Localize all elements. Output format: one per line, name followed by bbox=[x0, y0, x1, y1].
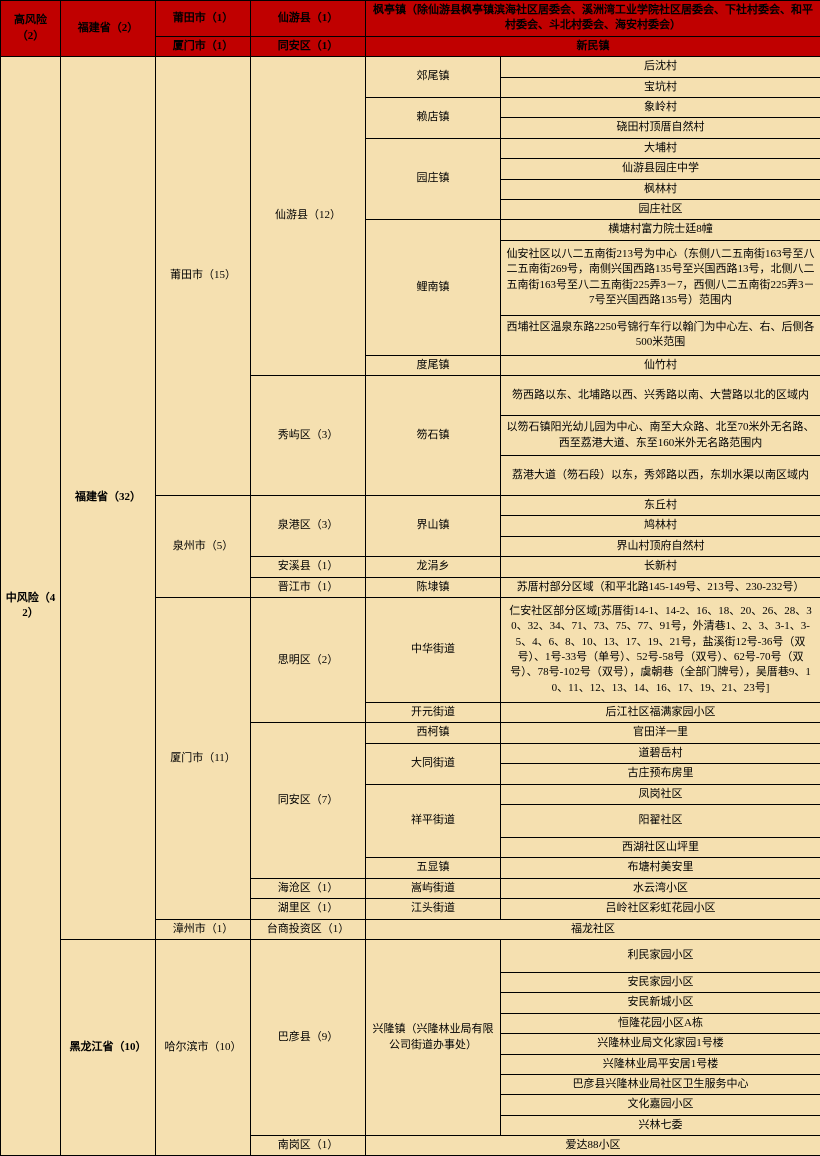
cell: 爱达88小区 bbox=[366, 1136, 820, 1156]
cell: 大埔村 bbox=[501, 138, 820, 158]
cell: 中华街道 bbox=[366, 598, 501, 703]
cell: 嵩屿街道 bbox=[366, 878, 501, 898]
fujian-label: 福建省（32） bbox=[61, 57, 156, 940]
cell: 恒隆花园小区A栋 bbox=[501, 1013, 820, 1033]
cell: 安民家园小区 bbox=[501, 972, 820, 992]
high-risk-label: 高风险（2） bbox=[1, 1, 61, 57]
cell: 官田洋一里 bbox=[501, 723, 820, 743]
cell: 湖里区（1） bbox=[251, 899, 366, 919]
heilongjiang-label: 黑龙江省（10） bbox=[61, 939, 156, 1156]
cell: 海沧区（1） bbox=[251, 878, 366, 898]
cell: 度尾镇 bbox=[366, 355, 501, 375]
cell: 仙安社区以八二五南街213号为中心（东侧八二五南街163号至八二五南街269号，… bbox=[501, 240, 820, 315]
cell: 仙游县（12） bbox=[251, 57, 366, 376]
cell: 新民镇 bbox=[366, 36, 820, 56]
cell: 厦门市（1） bbox=[156, 36, 251, 56]
cell: 仁安社区部分区域[苏厝街14-1、14-2、16、18、20、26、28、30、… bbox=[501, 598, 820, 703]
high-risk-province: 福建省（2） bbox=[61, 1, 156, 57]
cell: 布塘村美安里 bbox=[501, 858, 820, 878]
cell: 后江社区福满家园小区 bbox=[501, 703, 820, 723]
cell: 硗田村顶厝自然村 bbox=[501, 118, 820, 138]
cell: 长新村 bbox=[501, 557, 820, 577]
cell: 莆田市（15） bbox=[156, 57, 251, 496]
mid-risk-label: 中风险（42） bbox=[1, 57, 61, 1156]
cell: 西埔社区温泉东路2250号锦行车行以翰门为中心左、右、后侧各500米范围 bbox=[501, 315, 820, 355]
cell: 陈埭镇 bbox=[366, 577, 501, 597]
cell: 哈尔滨市（10） bbox=[156, 939, 251, 1156]
cell: 漳州市（1） bbox=[156, 919, 251, 939]
cell: 思明区（2） bbox=[251, 598, 366, 723]
cell: 阳翟社区 bbox=[501, 804, 820, 837]
cell: 枫亭镇（除仙游县枫亭镇滨海社区居委会、溪洲湾工业学院社区居委会、下社村委会、和平… bbox=[366, 1, 820, 37]
cell: 兴林七委 bbox=[501, 1115, 820, 1135]
cell: 枫林村 bbox=[501, 179, 820, 199]
cell: 后沈村 bbox=[501, 57, 820, 77]
cell: 郊尾镇 bbox=[366, 57, 501, 98]
cell: 古庄预布房里 bbox=[501, 764, 820, 784]
cell: 开元街道 bbox=[366, 703, 501, 723]
cell: 安民新城小区 bbox=[501, 993, 820, 1013]
cell: 园庄社区 bbox=[501, 199, 820, 219]
cell: 泉港区（3） bbox=[251, 496, 366, 557]
cell: 台商投资区（1） bbox=[251, 919, 366, 939]
cell: 同安区（1） bbox=[251, 36, 366, 56]
cell: 文化嘉园小区 bbox=[501, 1095, 820, 1115]
cell: 安溪县（1） bbox=[251, 557, 366, 577]
cell: 大同街道 bbox=[366, 743, 501, 784]
risk-table: 高风险（2） 福建省（2） 莆田市（1） 仙游县（1） 枫亭镇（除仙游县枫亭镇滨… bbox=[0, 0, 820, 1156]
cell: 龙涓乡 bbox=[366, 557, 501, 577]
cell: 同安区（7） bbox=[251, 723, 366, 878]
cell: 笏西路以东、北埔路以西、兴秀路以南、大营路以北的区域内 bbox=[501, 376, 820, 416]
cell: 江头街道 bbox=[366, 899, 501, 919]
cell: 荔港大道（笏石段）以东，秀郊路以西，东圳水渠以南区域内 bbox=[501, 456, 820, 496]
cell: 鸠林村 bbox=[501, 516, 820, 536]
cell: 象岭村 bbox=[501, 97, 820, 117]
cell: 仙游县（1） bbox=[251, 1, 366, 37]
cell: 宝坑村 bbox=[501, 77, 820, 97]
cell: 晋江市（1） bbox=[251, 577, 366, 597]
cell: 泉州市（5） bbox=[156, 496, 251, 598]
cell: 西湖社区山坪里 bbox=[501, 837, 820, 857]
cell: 巴彦县兴隆林业局社区卫生服务中心 bbox=[501, 1074, 820, 1094]
cell: 南岗区（1） bbox=[251, 1136, 366, 1156]
cell: 莆田市（1） bbox=[156, 1, 251, 37]
cell: 兴隆林业局文化家园1号楼 bbox=[501, 1034, 820, 1054]
cell: 界山村顶府自然村 bbox=[501, 536, 820, 556]
cell: 厦门市（11） bbox=[156, 598, 251, 920]
cell: 吕岭社区彩虹花园小区 bbox=[501, 899, 820, 919]
cell: 赖店镇 bbox=[366, 97, 501, 138]
cell: 以笏石镇阳光幼儿园为中心、南至大众路、北至70米外无名路、西至荔港大道、东至16… bbox=[501, 416, 820, 456]
cell: 界山镇 bbox=[366, 496, 501, 557]
cell: 道碧岳村 bbox=[501, 743, 820, 763]
cell: 东丘村 bbox=[501, 496, 820, 516]
cell: 鲤南镇 bbox=[366, 220, 501, 355]
cell: 秀屿区（3） bbox=[251, 376, 366, 496]
cell: 兴隆镇（兴隆林业局有限公司街道办事处） bbox=[366, 939, 501, 1135]
cell: 仙游县园庄中学 bbox=[501, 159, 820, 179]
cell: 福龙社区 bbox=[366, 919, 820, 939]
cell: 水云湾小区 bbox=[501, 878, 820, 898]
cell: 凤岗社区 bbox=[501, 784, 820, 804]
cell: 兴隆林业局平安居1号楼 bbox=[501, 1054, 820, 1074]
cell: 笏石镇 bbox=[366, 376, 501, 496]
cell: 苏厝村部分区域（和平北路145-149号、213号、230-232号） bbox=[501, 577, 820, 597]
cell: 巴彦县（9） bbox=[251, 939, 366, 1135]
cell: 仙竹村 bbox=[501, 355, 820, 375]
cell: 祥平街道 bbox=[366, 784, 501, 858]
cell: 利民家园小区 bbox=[501, 939, 820, 972]
cell: 横塘村富力院士廷8幢 bbox=[501, 220, 820, 240]
cell: 园庄镇 bbox=[366, 138, 501, 220]
cell: 西柯镇 bbox=[366, 723, 501, 743]
cell: 五显镇 bbox=[366, 858, 501, 878]
